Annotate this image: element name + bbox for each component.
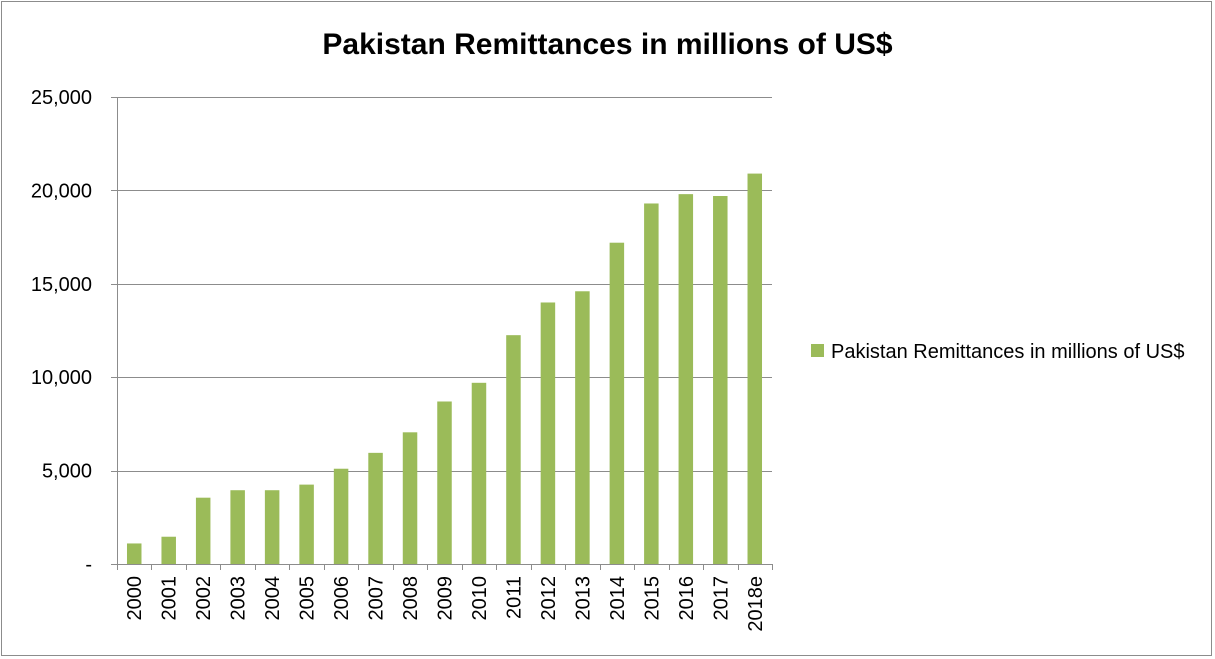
bar xyxy=(713,196,728,564)
x-tick-label: 2018e xyxy=(745,576,767,632)
x-tick-label: 2012 xyxy=(538,576,560,621)
x-tick-label: 2017 xyxy=(710,576,732,621)
bar xyxy=(437,401,452,564)
x-tick-label: 2005 xyxy=(297,576,319,621)
legend-label: Pakistan Remittances in millions of US$ xyxy=(831,341,1185,363)
bar xyxy=(506,335,521,564)
bar xyxy=(678,194,694,565)
bar xyxy=(609,242,625,565)
y-tick-label: 25,000 xyxy=(31,87,92,109)
x-tick-label: 2003 xyxy=(228,576,250,621)
bar xyxy=(471,382,487,564)
bar xyxy=(161,536,176,564)
bar xyxy=(747,173,763,564)
bar xyxy=(299,484,314,564)
bar xyxy=(575,291,590,564)
y-tick-label: 10,000 xyxy=(31,367,92,389)
y-tick-label: 5,000 xyxy=(42,461,92,483)
x-tick-label: 2009 xyxy=(435,576,457,621)
y-tick-label: - xyxy=(85,554,92,576)
bar xyxy=(333,468,349,564)
x-tick-label: 2008 xyxy=(400,576,422,621)
y-tick-label: 15,000 xyxy=(31,274,92,296)
x-tick-label: 2015 xyxy=(641,576,663,621)
x-tick-label: 2010 xyxy=(469,576,491,621)
x-tick-label: 2007 xyxy=(366,576,388,621)
bar xyxy=(195,497,211,564)
x-tick-label: 2004 xyxy=(262,576,284,621)
bar xyxy=(540,302,556,564)
x-tick-label: 2002 xyxy=(193,576,215,621)
x-tick-label: 2011 xyxy=(503,576,525,619)
bar xyxy=(264,490,280,564)
bar xyxy=(230,490,245,564)
x-tick-labels: 2000 2001 2002 2003 2004 2005 2006 2007 2008 2009… xyxy=(124,576,767,632)
gridlines xyxy=(117,97,772,472)
y-tick-labels: - 5,000 10,000 15,000 20,000 25,000 xyxy=(31,87,92,576)
axes xyxy=(111,97,773,570)
x-tick-label: 2000 xyxy=(124,576,146,621)
bars xyxy=(126,173,763,565)
bar xyxy=(126,543,142,564)
chart-title: Pakistan Remittances in millions of US$ xyxy=(322,28,893,61)
x-tick-label: 2013 xyxy=(572,576,594,621)
x-tick-label: 2001 xyxy=(159,576,181,621)
x-tick-label: 2014 xyxy=(607,576,629,621)
y-tick-label: 20,000 xyxy=(31,180,92,202)
bar xyxy=(644,203,659,564)
legend-swatch xyxy=(811,344,824,357)
x-tick-label: 2006 xyxy=(331,576,353,621)
bar xyxy=(368,452,383,564)
x-tick-label: 2016 xyxy=(676,576,698,621)
bar xyxy=(402,432,418,564)
